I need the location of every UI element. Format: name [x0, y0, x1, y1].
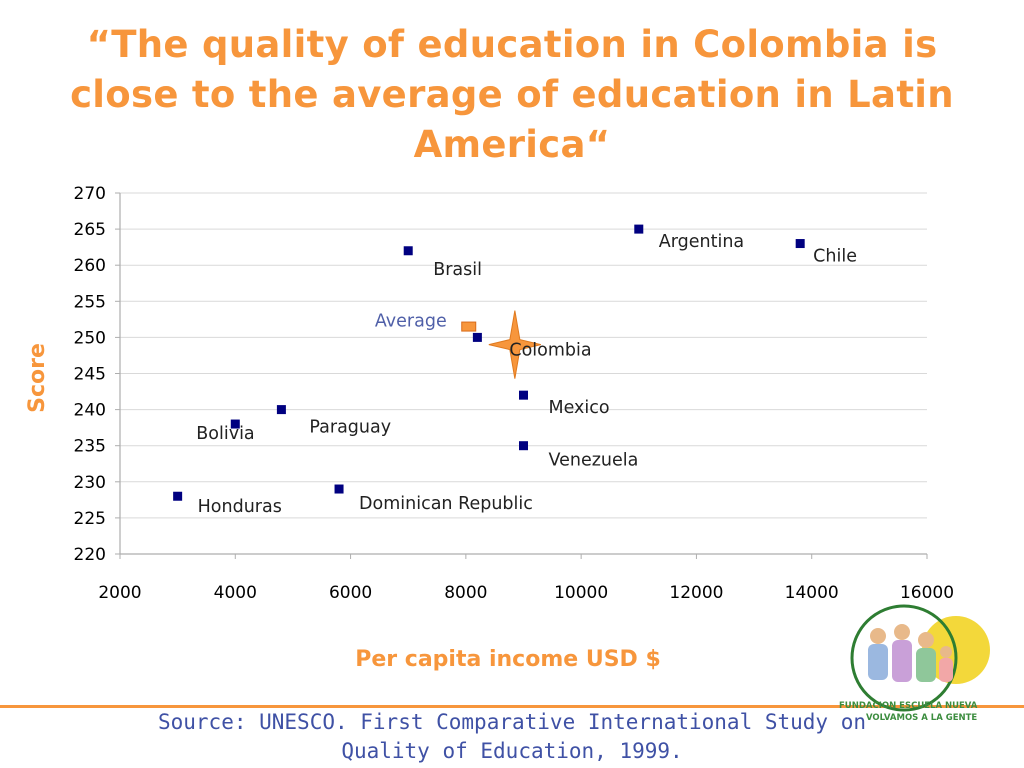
y-tick-label: 225 — [74, 509, 106, 529]
slide-title-line-2: close to the average of education in Lat… — [70, 73, 954, 116]
point-labels: Argentina Chile Brasil Colombia Mexico Venezu… — [196, 232, 857, 517]
point-label-honduras: Honduras — [198, 497, 282, 517]
source-citation: Source: UNESCO. First Comparative Intern… — [0, 708, 1024, 766]
average-label: Average — [375, 312, 447, 332]
logo-ring — [850, 604, 958, 712]
x-tick-label: 12000 — [669, 583, 723, 603]
slide-title-line-3: America“ — [413, 123, 611, 166]
point-chile — [795, 239, 805, 249]
y-tick-label: 270 — [74, 184, 106, 204]
y-tick-label: 260 — [74, 256, 106, 276]
y-tick-label: 250 — [74, 328, 106, 348]
x-tick-label: 2000 — [98, 583, 141, 603]
point-brasil — [403, 246, 413, 256]
y-axis-title: Score — [25, 343, 50, 413]
axes — [115, 192, 928, 559]
point-venezuela — [519, 441, 528, 451]
y-tick-label: 235 — [74, 437, 106, 457]
x-tick-label: 16000 — [900, 583, 954, 603]
y-tick-label: 245 — [74, 365, 106, 385]
point-label-mexico: Mexico — [549, 398, 610, 418]
source-line-2: Quality of Education, 1999. — [341, 739, 683, 763]
data-points — [173, 224, 805, 501]
x-axis-title: Per capita income USD $ — [355, 647, 661, 672]
y-tick-label: 255 — [74, 292, 106, 312]
point-label-venezuela: Venezuela — [549, 451, 639, 471]
point-honduras — [173, 491, 183, 501]
point-label-dominican-republic: Dominican Republic — [359, 494, 533, 514]
x-tick-label: 4000 — [214, 583, 257, 603]
point-colombia — [472, 332, 482, 342]
y-tick-label: 265 — [74, 220, 106, 240]
point-label-paraguay: Paraguay — [309, 418, 391, 438]
y-tick-label: 240 — [74, 401, 106, 421]
x-tick-label: 14000 — [785, 583, 839, 603]
x-tick-label: 8000 — [444, 583, 487, 603]
average-marker — [461, 321, 477, 332]
fundacion-logo: FUNDACION ESCUELA NUEVA VOLVAMOS A LA GE… — [839, 604, 990, 723]
point-mexico — [519, 390, 528, 400]
scatter-chart: 220 225 230 235 240 245 250 255 260 265 270 2000 400… — [25, 184, 955, 672]
point-dominican-republic — [334, 484, 344, 494]
colombia-highlight — [488, 310, 541, 379]
tick-labels: 220 225 230 235 240 245 250 255 260 265 270 2000 400… — [74, 184, 955, 603]
point-label-colombia: Colombia — [509, 340, 591, 360]
source-line-1: Source: UNESCO. First Comparative Intern… — [157, 710, 866, 734]
slide-title: “The quality of education in Colombia is… — [0, 20, 1024, 170]
point-label-bolivia: Bolivia — [196, 424, 254, 444]
y-tick-label: 220 — [74, 545, 106, 565]
logo-text-line-2: VOLVAMOS A LA GENTE — [866, 713, 977, 723]
y-tick-label: 230 — [74, 473, 106, 493]
point-bolivia — [230, 419, 240, 429]
slide-title-line-1: “The quality of education in Colombia is — [86, 23, 938, 66]
x-tick-label: 10000 — [554, 583, 608, 603]
footer-divider — [0, 705, 1024, 708]
logo-people-icon — [868, 624, 953, 682]
colombia-star-icon — [488, 310, 541, 379]
logo-text-line-1: FUNDACION ESCUELA NUEVA — [839, 701, 978, 711]
point-paraguay — [276, 405, 286, 415]
point-label-brasil: Brasil — [433, 260, 482, 280]
point-label-chile: Chile — [813, 247, 857, 267]
x-tick-label: 6000 — [329, 583, 372, 603]
point-argentina — [634, 224, 644, 234]
point-label-argentina: Argentina — [659, 232, 744, 252]
